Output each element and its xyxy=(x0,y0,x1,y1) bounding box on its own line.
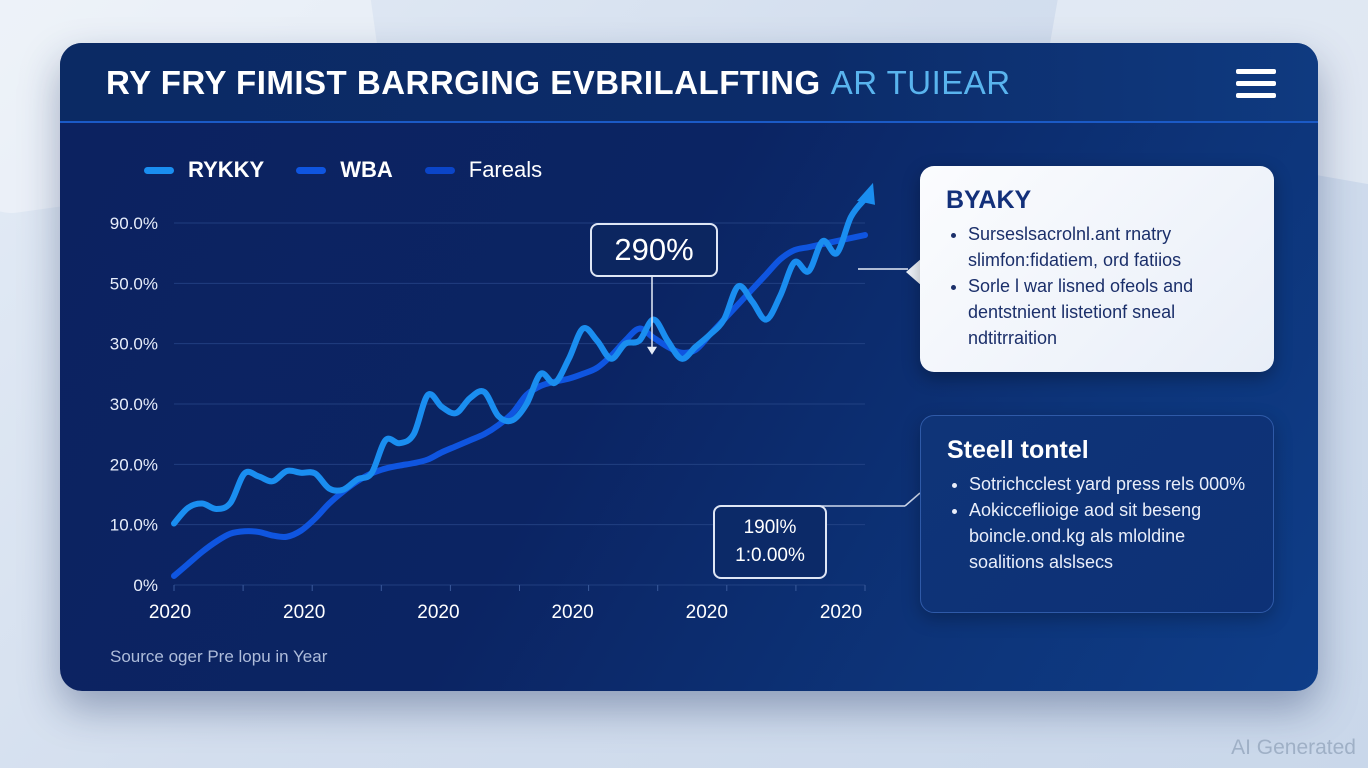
chart-card: RY FRY FIMIST BARRGING EVBRILALFTING AR T… xyxy=(60,43,1318,691)
annotation-arrowhead xyxy=(647,346,657,355)
chart-legend: RYKKY WBA Fareals xyxy=(144,157,574,183)
panel-connector-line xyxy=(904,492,921,507)
trend-arrow-icon xyxy=(857,182,875,205)
legend-swatch xyxy=(296,166,327,174)
panel-bullet: Surseslsacrolnl.ant rnatry slimfon:fidat… xyxy=(968,221,1248,273)
x-tick-label: 2020 xyxy=(820,602,862,623)
line-chart: 0%10.0%20.0%30.0%30.0%50.0%90.0% 2020 202… xyxy=(110,182,921,623)
series-lines xyxy=(171,195,868,579)
info-panel-rykky: BYAKY Surseslsacrolnl.ant rnatry slimfon… xyxy=(920,166,1274,372)
legend-item-fareals[interactable]: Fareals xyxy=(424,157,543,183)
x-axis-ticks: 2020 2020 2020 2020 2020 2020 xyxy=(149,585,866,623)
title-main: RY FRY FIMIST BARRGING EVBRILALFTING xyxy=(106,64,821,101)
y-tick-label: 30.0% xyxy=(110,395,158,414)
y-tick-label: 20.0% xyxy=(110,455,158,474)
hamburger-menu-icon[interactable] xyxy=(1236,69,1276,99)
annotation-line-1: 190l% xyxy=(743,517,797,538)
x-tick-label: 2020 xyxy=(149,602,191,623)
y-tick-label: 10.0% xyxy=(110,516,158,535)
legend-swatch xyxy=(424,166,455,174)
y-tick-label: 30.0% xyxy=(110,335,158,354)
legend-label: Fareals xyxy=(468,157,543,182)
card-header: RY FRY FIMIST BARRGING EVBRILALFTING AR T… xyxy=(60,43,1318,123)
panel-title: BYAKY xyxy=(946,186,1032,214)
title-accent: AR TUIEAR xyxy=(830,64,1011,101)
x-tick-label: 2020 xyxy=(417,602,459,623)
y-tick-label: 0% xyxy=(133,576,158,595)
info-panel-steel: Steell tontel Sotrichcclest yard press r… xyxy=(920,415,1274,613)
legend-swatch xyxy=(144,166,174,174)
series-line-rykky xyxy=(171,195,868,527)
watermark: AI Generated xyxy=(1231,736,1356,759)
legend-label: RYKKY xyxy=(188,157,265,182)
x-tick-label: 2020 xyxy=(551,602,593,623)
series-line-wba xyxy=(171,232,868,579)
legend-item-rykky[interactable]: RYKKY xyxy=(144,157,264,183)
legend-label: WBA xyxy=(340,157,393,182)
panel-bullet: Aokicceflioige aod sit beseng boincle.on… xyxy=(969,497,1247,575)
annotation-callout-peak: 290% xyxy=(590,223,718,277)
panel-pointer xyxy=(906,258,922,286)
y-axis-ticks: 0% 10.0% 20.0% 30.0% 30.0% 50.0% 90.0% xyxy=(110,214,158,595)
x-tick-label: 2020 xyxy=(283,602,325,623)
chart-title: RY FRY FIMIST BARRGING EVBRILALFTING AR T… xyxy=(106,64,1011,102)
grid-lines xyxy=(174,222,865,586)
y-tick-label: 90.0% xyxy=(110,214,158,233)
x-tick-label: 2020 xyxy=(686,602,728,623)
panel-bullet: Sorle l war lisned ofeols and dentstnien… xyxy=(968,273,1248,351)
annotation-line-2: 1:0.00% xyxy=(735,545,805,566)
y-tick-label: 50.0% xyxy=(110,274,158,293)
source-note: Source oger Pre lopu in Year xyxy=(110,647,328,666)
legend-item-wba[interactable]: WBA xyxy=(296,157,393,183)
panel-title: Steell tontel xyxy=(947,436,1089,464)
annotation-callout-value: 190l% 1:0.00% xyxy=(713,505,827,579)
panel-bullet: Sotrichcclest yard press rels 000% xyxy=(969,471,1247,497)
